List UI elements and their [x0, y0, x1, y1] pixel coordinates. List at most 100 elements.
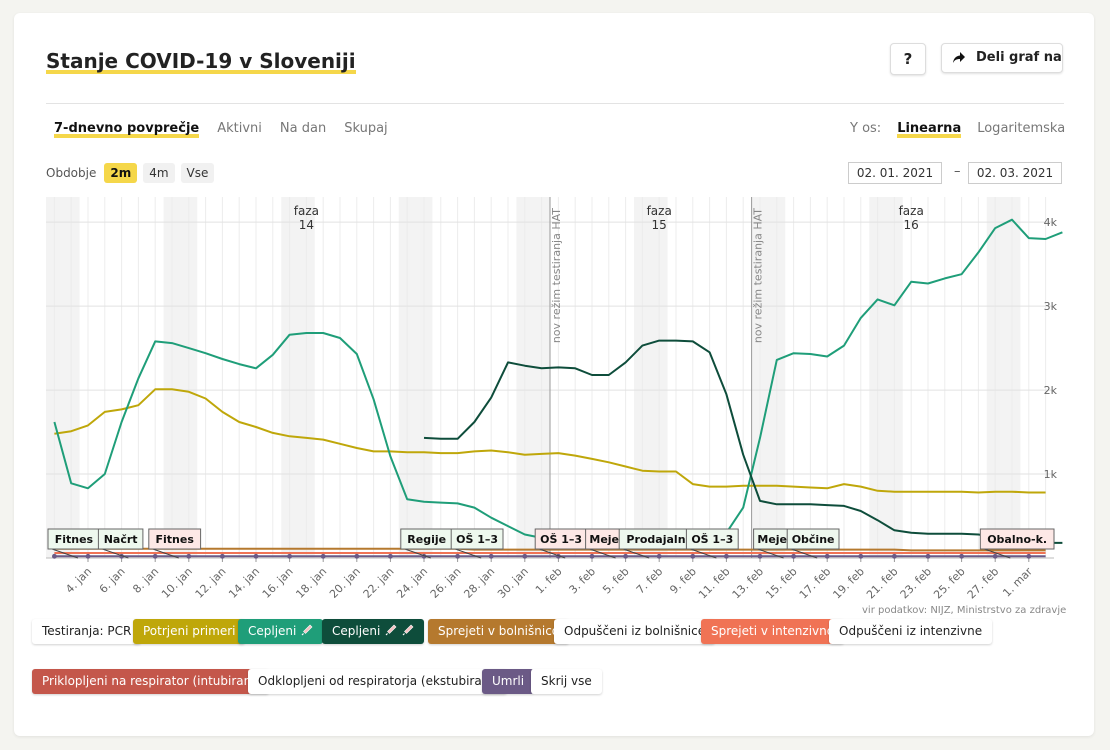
legend-label: Sprejeti v bolnišnico — [438, 624, 560, 638]
death-point — [959, 553, 964, 559]
x-tick-label: 24. jan — [394, 565, 430, 601]
x-tick-label: 12. jan — [193, 565, 229, 601]
x-tick-label: 11. feb — [696, 565, 733, 602]
death-point — [724, 553, 729, 559]
event-box — [979, 528, 1055, 550]
date-to-input[interactable] — [968, 162, 1062, 184]
death-point — [589, 553, 595, 559]
death-point — [757, 553, 763, 559]
legend-deaths[interactable]: Umrli — [482, 669, 535, 694]
legend-vaccinated-1[interactable]: Cepljeni — [238, 619, 324, 644]
x-tick-label: 1. mar — [1000, 565, 1035, 600]
tab-total[interactable]: Skupaj — [344, 121, 388, 136]
death-point — [186, 553, 192, 559]
x-tick-label: 27. feb — [965, 565, 1002, 602]
period-selector: Obdobje 2m 4m Vse — [46, 163, 215, 183]
event-label: Obalno-k. — [987, 533, 1047, 546]
event-label: Fitnes — [156, 533, 195, 546]
date-from-input[interactable] — [848, 162, 942, 184]
weekend-band — [751, 197, 786, 558]
help-button[interactable]: ? — [890, 43, 926, 75]
event-label: Načrt — [104, 533, 138, 546]
tab-per-day[interactable]: Na dan — [279, 121, 327, 136]
x-tick-label: 21. feb — [864, 565, 901, 602]
legend-icu-discharged[interactable]: Odpuščeni iz intenzivne — [829, 619, 993, 644]
x-tick-label: 25. feb — [931, 565, 968, 602]
legend-label: Odklopljeni od respiratorja (ekstubirani… — [258, 674, 498, 688]
x-tick-label: 20. jan — [327, 565, 363, 601]
view-tabs: 7-dnevno povprečje Aktivni Na dan Skupaj — [54, 121, 388, 138]
y-axis-linear[interactable]: Linearna — [897, 121, 962, 136]
page-title: Stanje COVID-19 v Sloveniji — [46, 49, 356, 73]
period-4m-button[interactable]: 4m — [143, 163, 175, 183]
y-axis-label: Y os: — [850, 121, 882, 136]
x-tick-label: 18. jan — [293, 565, 329, 601]
tab-7day-average[interactable]: 7-dnevno povprečje — [54, 121, 200, 136]
legend-extubated[interactable]: Odklopljeni od respiratorja (ekstubirani… — [248, 669, 508, 694]
x-tick-label: 5. feb — [600, 565, 632, 597]
death-point — [992, 553, 998, 559]
event-label: Regije — [407, 533, 446, 546]
phase-label: faza — [647, 204, 672, 218]
x-tick-label: 14. jan — [226, 565, 262, 601]
legend-hospitalized[interactable]: Sprejeti v bolnišnico — [428, 619, 570, 644]
legend-label: Testiranja: PCR — [42, 624, 132, 638]
phase-label: faza — [899, 204, 924, 218]
syringe-icon — [385, 624, 397, 636]
death-point — [892, 553, 897, 559]
y-tick-label: 2k — [1044, 384, 1058, 397]
weekend-band — [516, 197, 550, 558]
tab-active[interactable]: Aktivni — [217, 121, 262, 136]
event-label: Občine — [792, 533, 835, 546]
regime-marker-label: nov režim testiranja HAT — [752, 208, 765, 343]
share-button-label: Deli graf na — [976, 50, 1062, 65]
event-box — [97, 528, 144, 550]
y-axis-log[interactable]: Logaritemska — [977, 121, 1066, 136]
weekend-band — [398, 197, 433, 558]
legend-label: Cepljeni — [248, 624, 297, 638]
legend-label: Potrjeni primeri — [143, 624, 236, 638]
phase-number: 15 — [652, 218, 667, 232]
weekend-band — [986, 197, 1021, 558]
x-tick-label: 1. feb — [533, 565, 565, 597]
event-box — [450, 528, 504, 550]
x-tick-label: 4. jan — [63, 565, 94, 596]
legend-confirmed[interactable]: Potrjeni primeri — [133, 619, 246, 644]
period-all-button[interactable]: Vse — [180, 163, 215, 183]
data-source: vir podatkov: NIJZ, Ministrstvo za zdrav… — [862, 605, 1067, 616]
x-tick-label: 19. feb — [830, 565, 867, 602]
event-box — [685, 528, 739, 550]
event-pointer — [51, 548, 79, 559]
weekend-band — [281, 197, 315, 558]
x-tick-label: 30. jan — [495, 565, 531, 601]
share-button[interactable]: Deli graf na — [941, 43, 1063, 73]
x-tick-label: 22. jan — [361, 565, 397, 601]
event-label: Fitnes — [55, 533, 94, 546]
x-tick-label: 6. jan — [97, 565, 128, 596]
death-point — [690, 553, 696, 559]
regime-marker-label: nov režim testiranja HAT — [550, 208, 563, 343]
event-box — [148, 528, 202, 550]
death-point — [455, 553, 460, 559]
death-point — [488, 553, 494, 559]
legend-label: Skrij vse — [541, 674, 592, 688]
legend-icu-admitted[interactable]: Sprejeti v intenzivno — [701, 619, 845, 644]
series-line — [423, 339, 1063, 544]
legend-pcr-tests[interactable]: Testiranja: PCR — [32, 619, 142, 644]
legend-vaccinated-2[interactable]: Cepljeni — [322, 619, 425, 644]
y-tick-label: 4k — [1044, 216, 1058, 229]
x-tick-label: 15. feb — [763, 565, 800, 602]
header-divider — [46, 103, 1064, 104]
legend-label: Umrli — [492, 674, 525, 688]
event-pointer — [589, 548, 616, 559]
period-2m-button[interactable]: 2m — [104, 163, 138, 183]
legend-discharged-hospital[interactable]: Odpuščeni iz bolnišnice — [554, 619, 716, 644]
death-point — [52, 553, 57, 559]
date-separator: – — [954, 164, 961, 179]
event-pointer — [152, 548, 179, 559]
share-arrow-icon — [953, 52, 965, 63]
legend-hide-all[interactable]: Skrij vse — [531, 669, 602, 694]
legend-label: Sprejeti v intenzivno — [711, 624, 835, 638]
legend-intubated[interactable]: Priklopljeni na respirator (intubirani) — [32, 669, 270, 694]
